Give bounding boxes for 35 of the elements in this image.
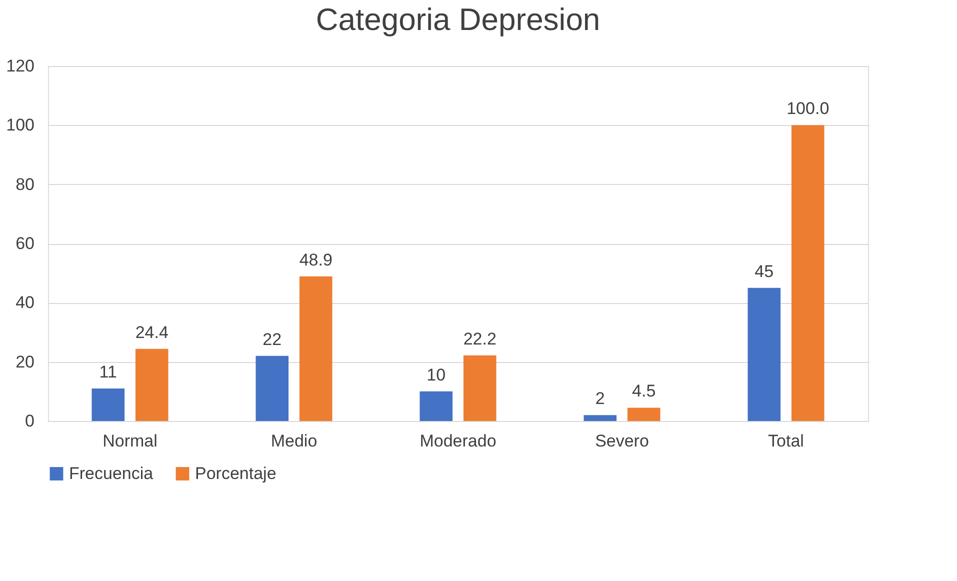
bar	[463, 355, 496, 421]
y-tick-label: 60	[16, 234, 34, 253]
data-label: 24.4	[135, 322, 168, 342]
y-tick-label: 100	[6, 116, 34, 135]
data-label: 4.5	[632, 382, 656, 401]
x-tick-label: Normal	[102, 432, 158, 450]
x-tick-label: Severo	[595, 432, 649, 450]
bar	[135, 348, 168, 421]
y-tick-label: 120	[6, 56, 34, 76]
data-label: 2	[595, 389, 605, 408]
bar	[299, 276, 332, 421]
bar	[256, 356, 289, 421]
data-label: 100.0	[786, 99, 830, 118]
y-tick-label: 80	[16, 174, 34, 194]
bar	[627, 408, 660, 421]
legend-label: Frecuencia	[69, 464, 154, 483]
bar	[791, 125, 824, 421]
x-tick-label: Medio	[270, 432, 318, 450]
bar	[92, 388, 125, 421]
data-label: 22.2	[463, 329, 496, 348]
data-label: 45	[754, 262, 774, 281]
data-label: 22	[262, 330, 282, 349]
legend-label: Porcentaje	[195, 464, 276, 483]
data-label: 11	[99, 362, 117, 382]
y-tick-label: 40	[16, 293, 34, 312]
y-tick-label: 0	[25, 412, 34, 430]
x-tick-label: Total	[768, 432, 804, 450]
chart-title: Categoria Depresion	[316, 2, 600, 37]
bar	[420, 391, 453, 421]
x-tick-label: Moderado	[420, 432, 496, 450]
y-tick-label: 20	[16, 352, 34, 372]
data-label: 48.9	[299, 250, 332, 270]
data-label: 10	[426, 365, 446, 384]
bar	[584, 415, 617, 421]
bar	[748, 288, 781, 421]
